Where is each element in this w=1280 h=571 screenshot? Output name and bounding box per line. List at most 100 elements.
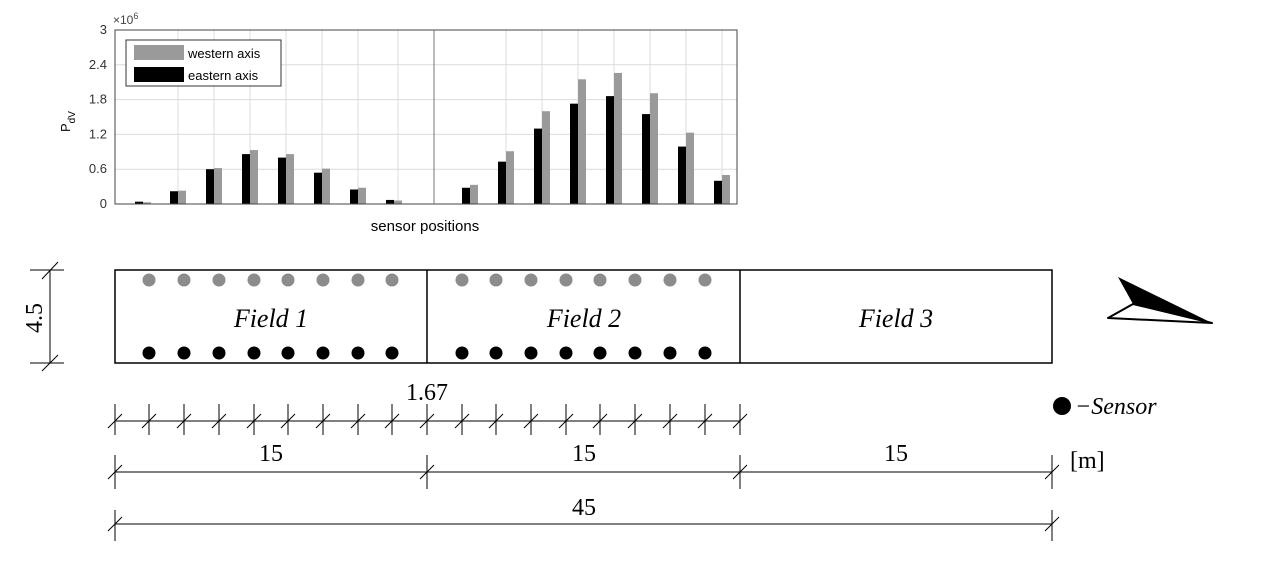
sensor-eastern: [177, 346, 191, 360]
sensor-western: [559, 273, 573, 287]
y-multiplier: ×106: [113, 11, 138, 27]
bar-eastern: [570, 103, 578, 204]
sensor-western: [455, 273, 469, 287]
sensor-western: [212, 273, 226, 287]
bar-eastern: [206, 169, 214, 204]
x-axis-label: sensor positions: [371, 218, 479, 235]
sensor-legend-label: −Sensor: [1075, 394, 1157, 420]
dimension-slash: [454, 413, 470, 429]
dimension-slash: [523, 413, 539, 429]
bar-eastern: [642, 114, 650, 204]
sensor-western: [281, 273, 295, 287]
fields-outline: [114, 269, 1053, 364]
sensor-eastern: [489, 346, 503, 360]
dimension-slash: [732, 464, 748, 480]
field-3-label: Field 3: [858, 304, 933, 333]
bar-western: [470, 184, 478, 204]
sensor-eastern: [385, 346, 399, 360]
dimension-slash: [246, 413, 262, 429]
bar-western: [143, 202, 151, 204]
field-1-length-label: 15: [259, 441, 283, 467]
sensor-western: [385, 273, 399, 287]
dimension-slash: [107, 413, 123, 429]
bar-eastern: [462, 187, 470, 204]
plot-frame: [114, 29, 738, 205]
sensor-western: [593, 273, 607, 287]
dimension-slash: [176, 413, 192, 429]
y-tick-label: 0: [100, 196, 107, 211]
unit-label: [m]: [1070, 448, 1105, 474]
dimension-slash: [384, 413, 400, 429]
bar-western: [394, 200, 402, 204]
dimension-slash: [315, 413, 331, 429]
dimension-slash: [592, 413, 608, 429]
total-length-label: 45: [572, 495, 596, 521]
sensor-eastern: [698, 346, 712, 360]
sensor-western: [698, 273, 712, 287]
dimension-slash: [350, 413, 366, 429]
height-dimension: 4.5: [22, 261, 64, 372]
sensor-eastern: [559, 346, 573, 360]
bar-western: [578, 79, 586, 204]
sensor-western: [177, 273, 191, 287]
y-tick-label: 1.8: [89, 92, 107, 107]
bar-eastern: [278, 157, 286, 204]
bars: [135, 72, 730, 204]
bar-chart: 0 0.6 1.2 1.8 2.4 3 ×106 PdV sensor positions…: [58, 11, 738, 235]
sensor-eastern: [524, 346, 538, 360]
sensor-eastern: [351, 346, 365, 360]
dimension-slash: [697, 413, 713, 429]
sensor-eastern: [455, 346, 469, 360]
y-axis-label: PdV: [58, 111, 78, 132]
sensor-western: [316, 273, 330, 287]
bar-eastern: [534, 128, 542, 204]
bar-eastern: [386, 199, 394, 204]
field-length-dimension: 15 15 15: [107, 441, 1060, 489]
legend-label-eastern: eastern axis: [188, 68, 259, 83]
y-tick-labels: 0 0.6 1.2 1.8 2.4 3: [89, 22, 107, 211]
sensor-eastern: [316, 346, 330, 360]
dimension-slash: [419, 413, 435, 429]
y-tick-label: 2.4: [89, 57, 107, 72]
dimension-slash: [1044, 464, 1060, 480]
y-tick-label: 0.6: [89, 161, 107, 176]
bar-eastern: [135, 201, 143, 204]
spacing-label: 1.67: [406, 380, 448, 406]
field-1-label: Field 1: [233, 304, 308, 333]
sensor-western: [524, 273, 538, 287]
dimension-slash: [141, 413, 157, 429]
bar-western: [686, 132, 694, 204]
sensor-western: [489, 273, 503, 287]
legend-swatch-western: [134, 45, 184, 60]
bar-western: [178, 190, 186, 204]
dimension-slash: [732, 413, 748, 429]
sensor-eastern: [212, 346, 226, 360]
field-2-label: Field 2: [546, 304, 621, 333]
bar-eastern: [170, 191, 178, 204]
bar-eastern: [314, 172, 322, 204]
dimension-slash: [211, 413, 227, 429]
bar-western: [286, 154, 294, 204]
sensor-legend: −Sensor: [1053, 394, 1157, 420]
dimension-slash: [280, 413, 296, 429]
bar-western: [542, 111, 550, 204]
dimension-slash: [419, 464, 435, 480]
bar-eastern: [678, 146, 686, 204]
dimension-slash: [107, 464, 123, 480]
dimension-slash: [627, 413, 643, 429]
height-label: 4.5: [22, 303, 48, 333]
sensors: [142, 273, 712, 360]
sensor-western: [628, 273, 642, 287]
sensor-eastern: [663, 346, 677, 360]
field-2-length-label: 15: [572, 441, 596, 467]
sensor-eastern: [281, 346, 295, 360]
legend-swatch-eastern: [134, 67, 184, 82]
y-tick-label: 3: [100, 22, 107, 37]
bar-western: [650, 93, 658, 204]
bar-eastern: [498, 161, 506, 204]
sensor-eastern: [142, 346, 156, 360]
sensor-western: [142, 273, 156, 287]
total-length-dimension: 45: [107, 495, 1060, 541]
sensor-western: [351, 273, 365, 287]
